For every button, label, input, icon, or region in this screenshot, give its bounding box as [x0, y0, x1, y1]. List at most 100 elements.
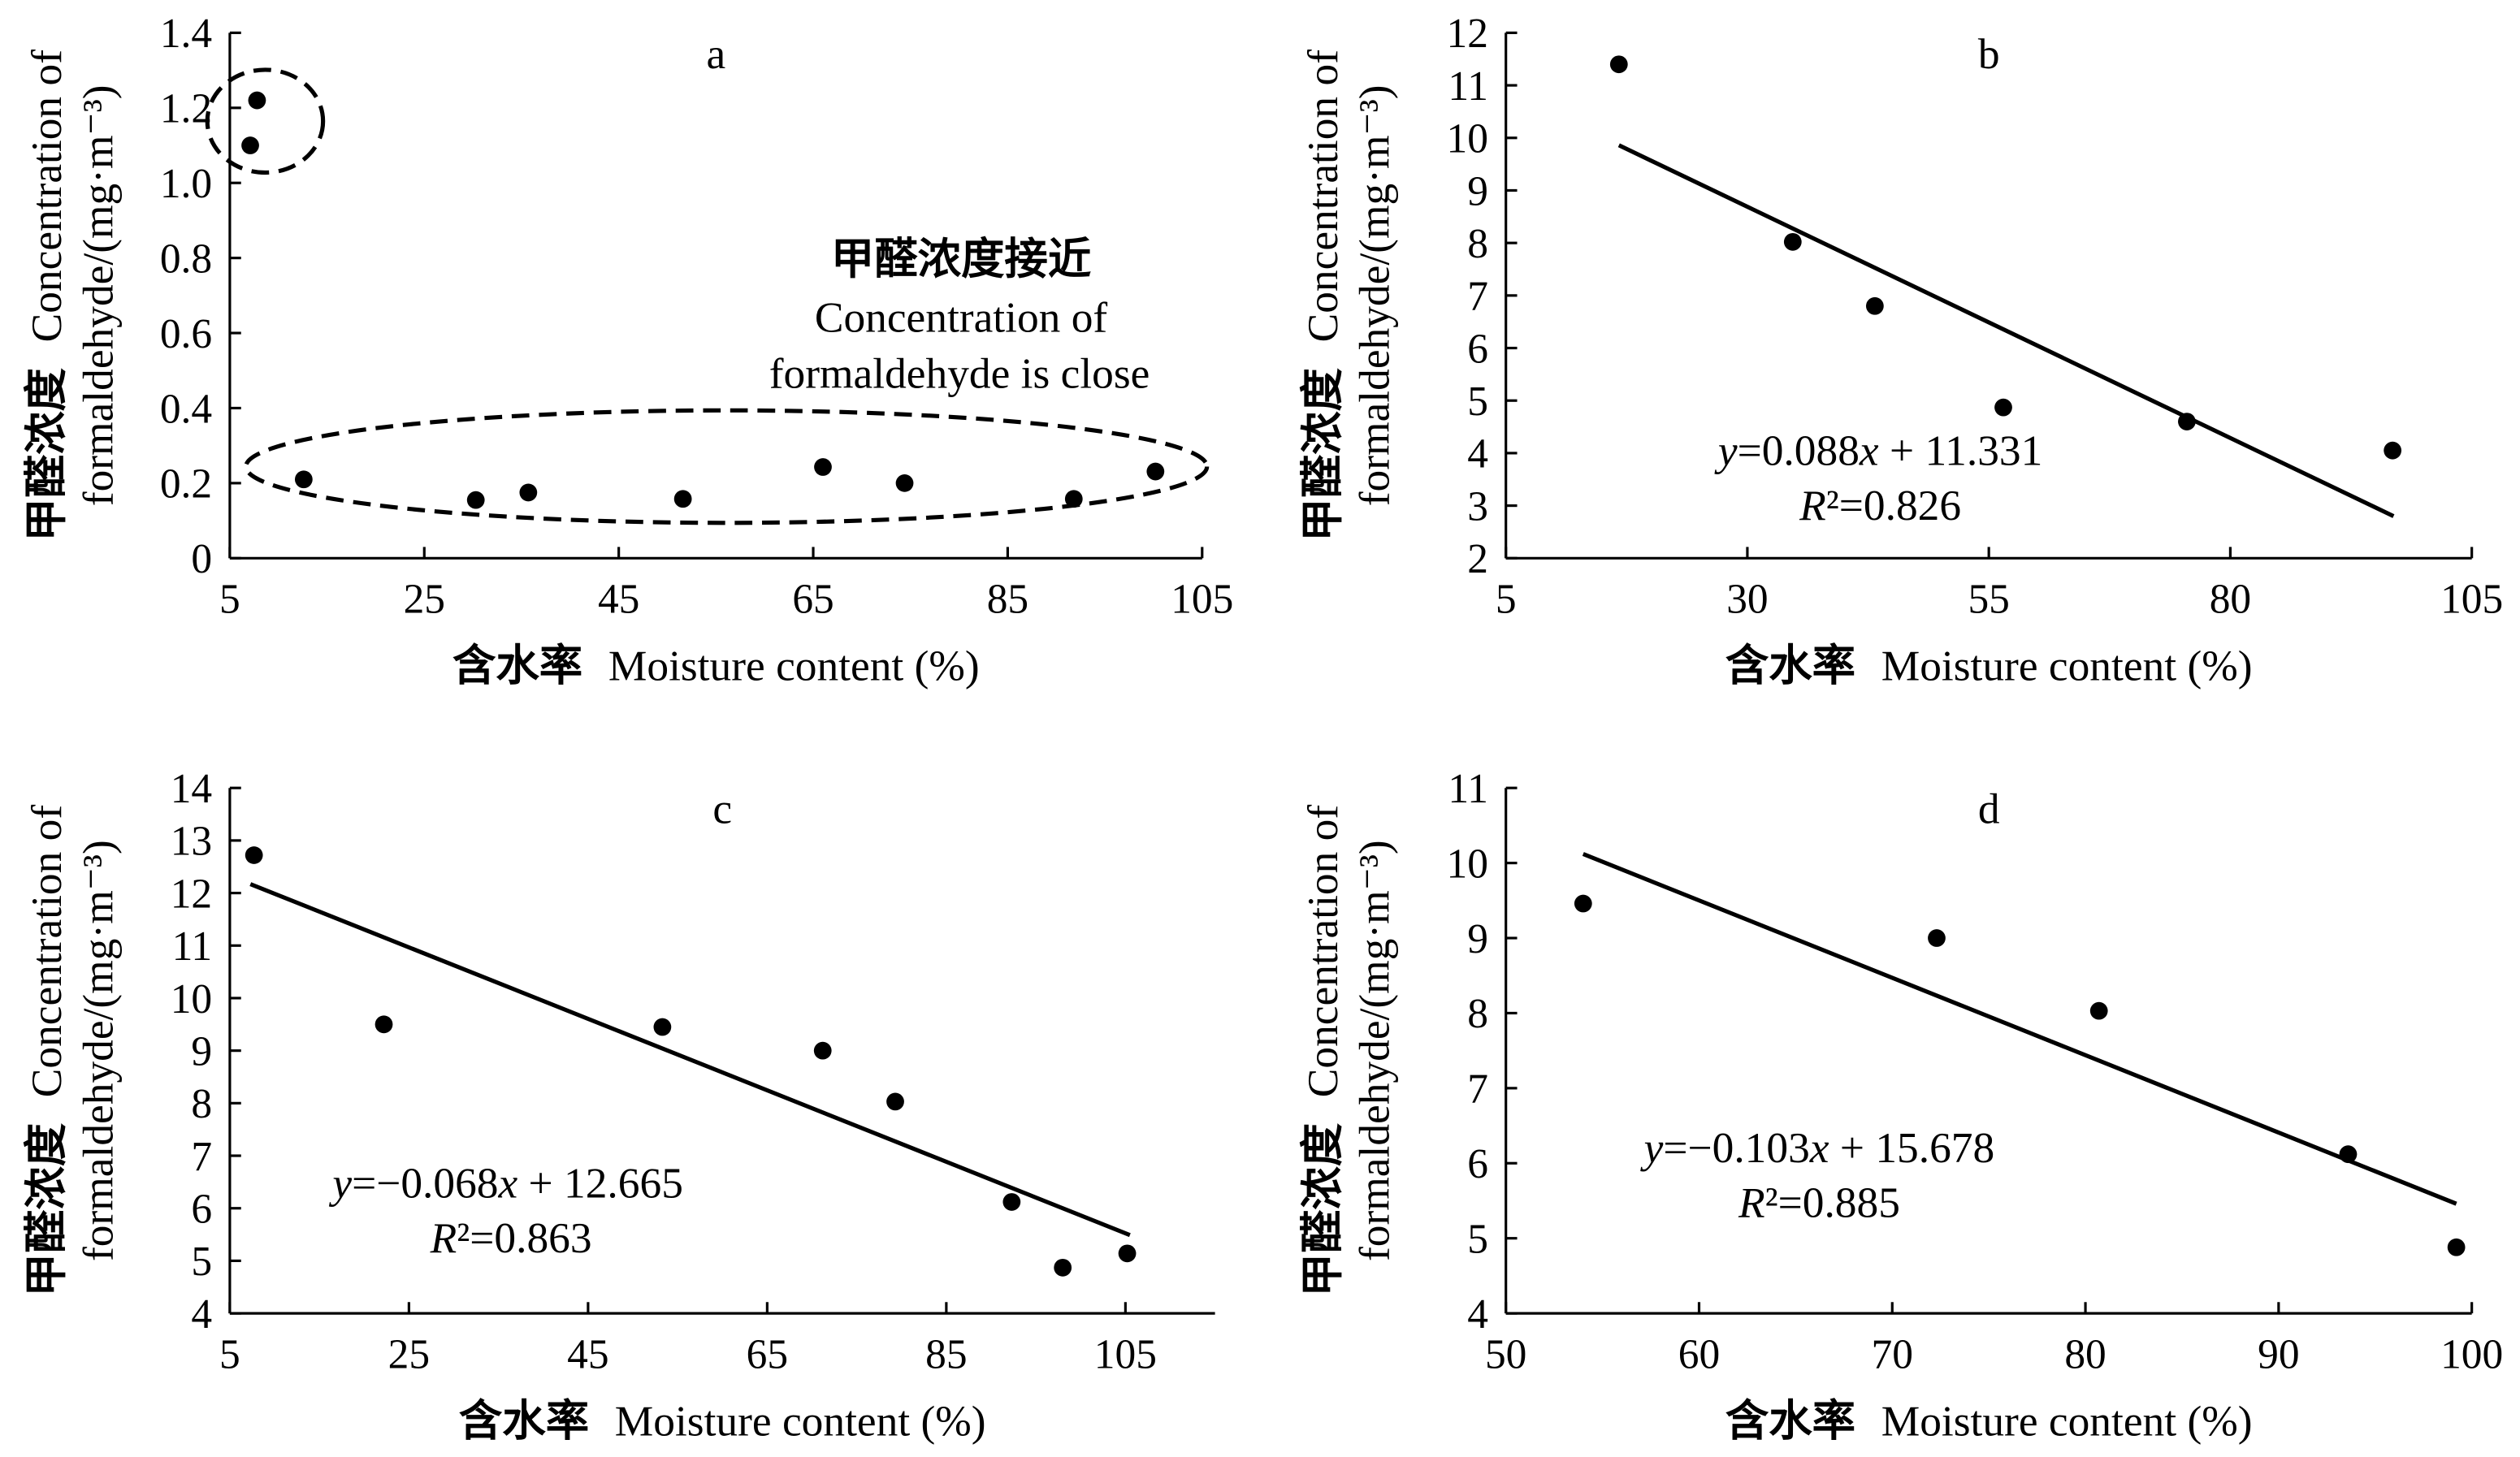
y-tick-label: 7: [1467, 274, 1488, 320]
data-point: [1002, 1193, 1021, 1211]
x-tick-label: 30: [1726, 577, 1768, 623]
r-squared: R²=0.885: [1738, 1178, 1900, 1226]
y-axis-title-line2: formaldehyde/(mg·m⁻³): [1349, 840, 1398, 1261]
chart-panel-b: 5 30 55 80 105 2 3 4 5 6 7 8 9 10 11 12 b 含水率 Moisture con…: [1297, 11, 2503, 690]
y-tick-label: 10: [1446, 116, 1487, 162]
y-tick-label: 9: [191, 1028, 212, 1074]
y-axis-title-line2: formaldehyde/(mg·m⁻³): [73, 840, 122, 1261]
x-tick-label: 5: [219, 577, 240, 623]
annotation-en-line1: Concentration of: [815, 292, 1108, 341]
data-point: [245, 846, 263, 864]
data-point: [519, 483, 538, 502]
panel-label: c: [712, 785, 732, 833]
x-tick-label: 25: [404, 577, 445, 623]
math-variable: R: [1799, 481, 1826, 530]
math-variable: x: [1809, 1123, 1829, 1172]
math-variable: x: [1859, 426, 1879, 475]
y-axis-title-en-line1: Concentration of: [1298, 805, 1347, 1098]
math-variable: x: [497, 1159, 517, 1208]
r-squared: R²=0.863: [430, 1213, 592, 1262]
y-tick-label: 0.8: [160, 236, 212, 282]
y-axis-title-en-line1: Concentration of: [22, 50, 71, 343]
x-axis-title-zh: 含水率: [452, 640, 582, 691]
data-point: [248, 91, 266, 110]
x-axis-title-en: Moisture content (%): [615, 1396, 986, 1445]
y-axis-title-zh: 甲醛浓度: [20, 1122, 71, 1296]
math-variable: y: [328, 1159, 352, 1208]
x-tick-label: 45: [598, 577, 639, 623]
outlier-group-ellipse: [205, 67, 326, 175]
y-tick-label: 9: [1467, 916, 1488, 962]
math-text: =−0.068: [352, 1159, 498, 1208]
x-tick-label: 5: [1496, 577, 1517, 623]
y-tick-label: 10: [1446, 841, 1487, 887]
y-tick-label: 0.6: [160, 311, 212, 357]
y-axis-title-line1: 甲醛浓度 Concentration of: [1297, 50, 1348, 542]
y-axis-title-zh: 甲醛浓度: [1297, 367, 1348, 541]
math-text: + 12.665: [517, 1159, 683, 1208]
y-axis-title-line1: 甲醛浓度 Concentration of: [20, 805, 71, 1297]
math-variable: y: [1640, 1123, 1664, 1172]
y-axis-title-line1: 甲醛浓度 Concentration of: [20, 50, 71, 542]
x-axis-title-en: Moisture content (%): [608, 642, 980, 690]
y-tick-label: 12: [1446, 11, 1487, 57]
x-tick-label: 80: [2064, 1331, 2106, 1377]
x-tick-label: 80: [2210, 577, 2251, 623]
y-tick-label: 6: [191, 1187, 212, 1233]
y-axis-title-zh: 甲醛浓度: [1297, 1122, 1348, 1296]
math-text: =0.088: [1738, 426, 1860, 475]
y-tick-label: 13: [171, 819, 212, 865]
x-tick-label: 105: [2440, 577, 2503, 623]
y-tick-label: 12: [171, 871, 212, 917]
data-point: [294, 470, 313, 489]
x-axis-title-zh: 含水率: [1725, 640, 1855, 691]
y-axis-title-line2: formaldehyde/(mg·m⁻³): [1349, 84, 1398, 506]
y-axis-title-en-line1: Concentration of: [22, 805, 71, 1098]
regression-equation: y=0.088x + 11.331: [1714, 426, 2042, 475]
data-point: [2384, 441, 2402, 460]
r-squared: R²=0.826: [1799, 481, 1961, 530]
x-tick-label: 70: [1872, 1331, 1913, 1377]
math-variable: y: [1714, 426, 1738, 475]
data-point: [1783, 232, 1802, 251]
panel-a-annotation: 甲醛浓度接近 Concentration of formaldehyde is …: [205, 67, 1210, 525]
chart-panel-d: 50 60 70 80 90 100 4 5 6 7 8 9 10 11 d 含水率 Moisture cont…: [1297, 766, 2503, 1446]
y-tick-label: 5: [1467, 1216, 1488, 1262]
y-axis-title-line2: formaldehyde/(mg·m⁻³): [73, 84, 122, 506]
x-axis-title: 含水率 Moisture content (%): [459, 1394, 986, 1446]
y-tick-label: 1.4: [160, 11, 212, 57]
chart-panel-a: 5 25 45 65 85 105 0 0.2 0.4 0.6 0.8 1.0 1.2 1.4 a 含水率 Mo…: [20, 11, 1233, 690]
x-axis-title-en: Moisture content (%): [1881, 1396, 2253, 1445]
x-tick-label: 5: [219, 1331, 240, 1377]
y-tick-label: 7: [191, 1134, 212, 1180]
y-tick-label: 6: [1467, 1141, 1488, 1187]
x-tick-label: 55: [1968, 577, 2009, 623]
math-text: ²=0.863: [457, 1213, 591, 1262]
data-point: [1928, 929, 1946, 947]
x-tick-label: 85: [987, 577, 1028, 623]
y-tick-label: 1.2: [160, 86, 212, 132]
x-tick-label: 100: [2440, 1331, 2503, 1377]
y-axis-title-en-line1: Concentration of: [1298, 50, 1347, 343]
math-text: ²=0.826: [1826, 481, 1961, 530]
y-tick-label: 14: [171, 766, 212, 812]
panel-label: b: [1978, 29, 2000, 78]
math-text: + 11.331: [1879, 426, 2043, 475]
data-point: [814, 458, 832, 476]
data-point: [2339, 1145, 2358, 1164]
math-variable: R: [430, 1213, 457, 1262]
y-tick-label: 5: [191, 1239, 212, 1285]
math-text: + 15.678: [1829, 1123, 1995, 1172]
data-point: [1865, 296, 1884, 315]
y-tick-label: 4: [191, 1291, 212, 1338]
y-tick-label: 0.2: [160, 461, 212, 508]
y-tick-label: 8: [191, 1081, 212, 1127]
y-tick-label: 11: [172, 923, 213, 970]
x-axis-title-zh: 含水率: [459, 1394, 589, 1446]
data-point: [813, 1041, 832, 1060]
data-point: [2089, 1001, 2108, 1020]
y-axis-title-line1: 甲醛浓度 Concentration of: [1297, 805, 1348, 1297]
x-tick-label: 90: [2258, 1331, 2299, 1377]
